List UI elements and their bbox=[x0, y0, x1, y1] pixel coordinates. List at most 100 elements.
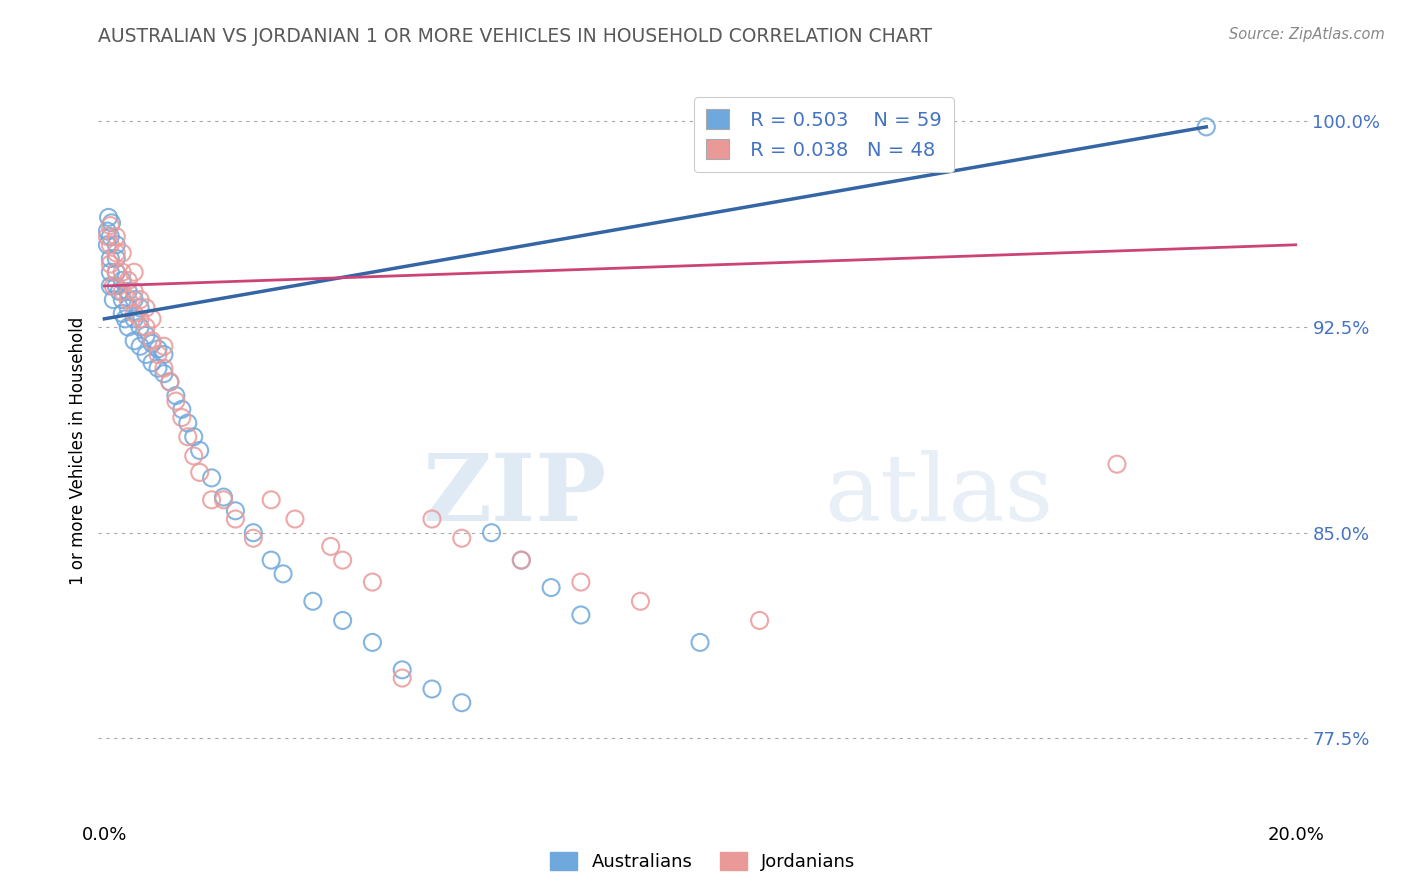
Point bbox=[242, 525, 264, 540]
Point bbox=[540, 581, 562, 595]
Point bbox=[103, 279, 125, 293]
Point bbox=[569, 607, 592, 622]
Point bbox=[122, 285, 145, 299]
Point bbox=[224, 512, 246, 526]
Point bbox=[105, 237, 128, 252]
Point bbox=[146, 342, 169, 356]
Point bbox=[260, 553, 283, 567]
Point bbox=[111, 285, 134, 299]
Point bbox=[141, 356, 163, 370]
Point bbox=[177, 416, 200, 430]
Point bbox=[97, 211, 120, 225]
Point bbox=[122, 293, 145, 307]
Point bbox=[98, 229, 121, 244]
Point bbox=[98, 252, 121, 266]
Point bbox=[481, 525, 503, 540]
Point bbox=[510, 553, 533, 567]
Point bbox=[153, 367, 176, 381]
Point bbox=[111, 293, 134, 307]
Point bbox=[129, 301, 152, 315]
Point bbox=[146, 361, 169, 376]
Point bbox=[200, 471, 222, 485]
Point bbox=[361, 575, 384, 590]
Point bbox=[302, 594, 325, 608]
Text: Source: ZipAtlas.com: Source: ZipAtlas.com bbox=[1229, 27, 1385, 42]
Point bbox=[689, 635, 711, 649]
Point bbox=[117, 285, 139, 299]
Point bbox=[129, 339, 152, 353]
Point bbox=[391, 671, 413, 685]
Point bbox=[103, 293, 125, 307]
Point bbox=[129, 311, 152, 326]
Point bbox=[129, 320, 152, 334]
Point bbox=[630, 594, 652, 608]
Point bbox=[98, 219, 121, 233]
Point bbox=[177, 430, 200, 444]
Point bbox=[332, 614, 354, 628]
Point bbox=[105, 246, 128, 260]
Point bbox=[98, 279, 121, 293]
Point bbox=[105, 252, 128, 266]
Point bbox=[135, 328, 157, 343]
Point bbox=[332, 553, 354, 567]
Point bbox=[420, 681, 443, 696]
Y-axis label: 1 or more Vehicles in Household: 1 or more Vehicles in Household bbox=[69, 317, 87, 584]
Point bbox=[200, 492, 222, 507]
Point bbox=[135, 320, 157, 334]
Point bbox=[108, 285, 131, 299]
Point bbox=[420, 512, 443, 526]
Point bbox=[111, 246, 134, 260]
Point bbox=[748, 614, 770, 628]
Legend: Australians, Jordanians: Australians, Jordanians bbox=[543, 845, 863, 879]
Point bbox=[260, 492, 283, 507]
Point bbox=[165, 389, 187, 403]
Point bbox=[105, 279, 128, 293]
Point bbox=[188, 443, 211, 458]
Point bbox=[165, 394, 187, 409]
Point bbox=[450, 696, 472, 710]
Point bbox=[141, 311, 163, 326]
Point bbox=[510, 553, 533, 567]
Text: ZIP: ZIP bbox=[422, 450, 606, 540]
Point bbox=[98, 237, 121, 252]
Point bbox=[98, 265, 121, 279]
Point bbox=[96, 229, 118, 244]
Point bbox=[159, 375, 181, 389]
Point bbox=[284, 512, 307, 526]
Text: AUSTRALIAN VS JORDANIAN 1 OR MORE VEHICLES IN HOUSEHOLD CORRELATION CHART: AUSTRALIAN VS JORDANIAN 1 OR MORE VEHICL… bbox=[98, 27, 932, 45]
Point bbox=[96, 237, 118, 252]
Point bbox=[1195, 120, 1218, 134]
Point bbox=[117, 320, 139, 334]
Point bbox=[141, 336, 163, 351]
Point bbox=[111, 273, 134, 287]
Point bbox=[569, 575, 592, 590]
Point bbox=[100, 216, 122, 230]
Point bbox=[122, 306, 145, 320]
Point bbox=[135, 301, 157, 315]
Point bbox=[159, 375, 181, 389]
Point bbox=[271, 566, 294, 581]
Point bbox=[224, 504, 246, 518]
Point bbox=[122, 265, 145, 279]
Point bbox=[135, 347, 157, 361]
Point bbox=[1105, 457, 1128, 471]
Point bbox=[146, 347, 169, 361]
Point bbox=[98, 257, 121, 271]
Point bbox=[242, 531, 264, 545]
Point bbox=[183, 449, 205, 463]
Point bbox=[117, 301, 139, 315]
Point bbox=[111, 306, 134, 320]
Point bbox=[129, 293, 152, 307]
Legend:  R = 0.503    N = 59,  R = 0.038   N = 48: R = 0.503 N = 59, R = 0.038 N = 48 bbox=[695, 97, 953, 171]
Point bbox=[117, 273, 139, 287]
Point bbox=[153, 361, 176, 376]
Point bbox=[212, 492, 235, 507]
Point bbox=[114, 311, 136, 326]
Point bbox=[391, 663, 413, 677]
Point bbox=[111, 265, 134, 279]
Point bbox=[105, 265, 128, 279]
Point bbox=[105, 265, 128, 279]
Point bbox=[122, 334, 145, 348]
Point bbox=[141, 334, 163, 348]
Point bbox=[117, 293, 139, 307]
